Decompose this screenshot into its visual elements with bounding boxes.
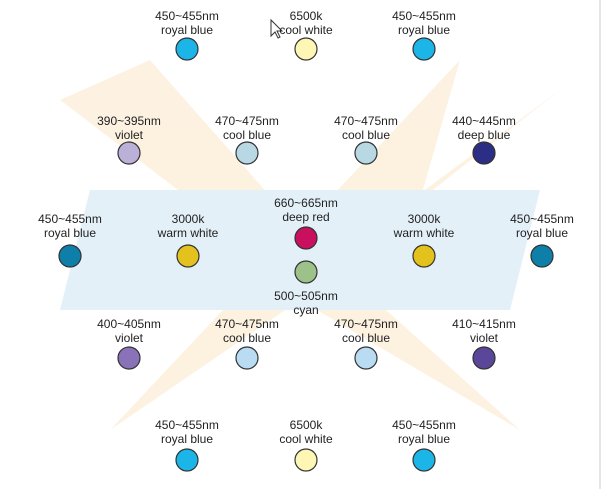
node-wavelength: 450~455nm [155,418,219,432]
node-name: cool blue [223,331,271,345]
led [354,346,378,370]
node-name: violet [470,331,499,345]
node-wavelength: 450~455nm [510,212,574,226]
led [412,244,436,268]
node-wavelength: 6500k [290,418,324,432]
node-name: cool white [279,23,333,37]
led [176,244,200,268]
node-wavelength: 390~395nm [97,114,161,128]
node-wavelength: 470~475nm [334,317,398,331]
node-name: royal blue [516,226,568,240]
watermark-logo [60,190,540,310]
node-wavelength: 470~475nm [215,317,279,331]
led [472,141,496,165]
led [117,141,141,165]
node-name: violet [115,331,144,345]
node-name: royal blue [161,23,213,37]
led [235,346,259,370]
led [58,244,82,268]
node-wavelength: 450~455nm [38,212,102,226]
node-name: cool blue [223,128,271,142]
node-name: deep red [282,210,329,224]
node-wavelength: 6500k [290,9,324,23]
node-wavelength: 500~505nm [274,289,338,303]
led [175,448,199,472]
node-wavelength: 470~475nm [215,114,279,128]
led [175,37,199,61]
led [412,448,436,472]
led [412,37,436,61]
node-wavelength: 660~665nm [274,196,338,210]
node-wavelength: 450~455nm [155,9,219,23]
led [294,37,318,61]
led [117,346,141,370]
node-name: warm white [393,226,455,240]
node-name: warm white [157,226,219,240]
node-wavelength: 400~405nm [97,317,161,331]
node-wavelength: 3000k [172,212,206,226]
node-name: cool blue [342,331,390,345]
led [294,448,318,472]
node-name: royal blue [44,226,96,240]
node-name: royal blue [398,432,450,446]
led [354,141,378,165]
node-name: deep blue [458,128,511,142]
node-name: cool blue [342,128,390,142]
node-wavelength: 450~455nm [392,9,456,23]
node-name: royal blue [398,23,450,37]
node-name: royal blue [161,432,213,446]
led [235,141,259,165]
led [472,346,496,370]
cursor [270,18,284,39]
node-name: cool white [279,432,333,446]
node-name: violet [115,128,144,142]
led [294,260,318,284]
node-wavelength: 450~455nm [392,418,456,432]
node-wavelength: 470~475nm [334,114,398,128]
led [530,244,554,268]
node-name: cyan [293,303,318,317]
node-wavelength: 440~445nm [452,114,516,128]
node-wavelength: 410~415nm [452,317,516,331]
led [294,226,318,250]
node-wavelength: 3000k [408,212,442,226]
